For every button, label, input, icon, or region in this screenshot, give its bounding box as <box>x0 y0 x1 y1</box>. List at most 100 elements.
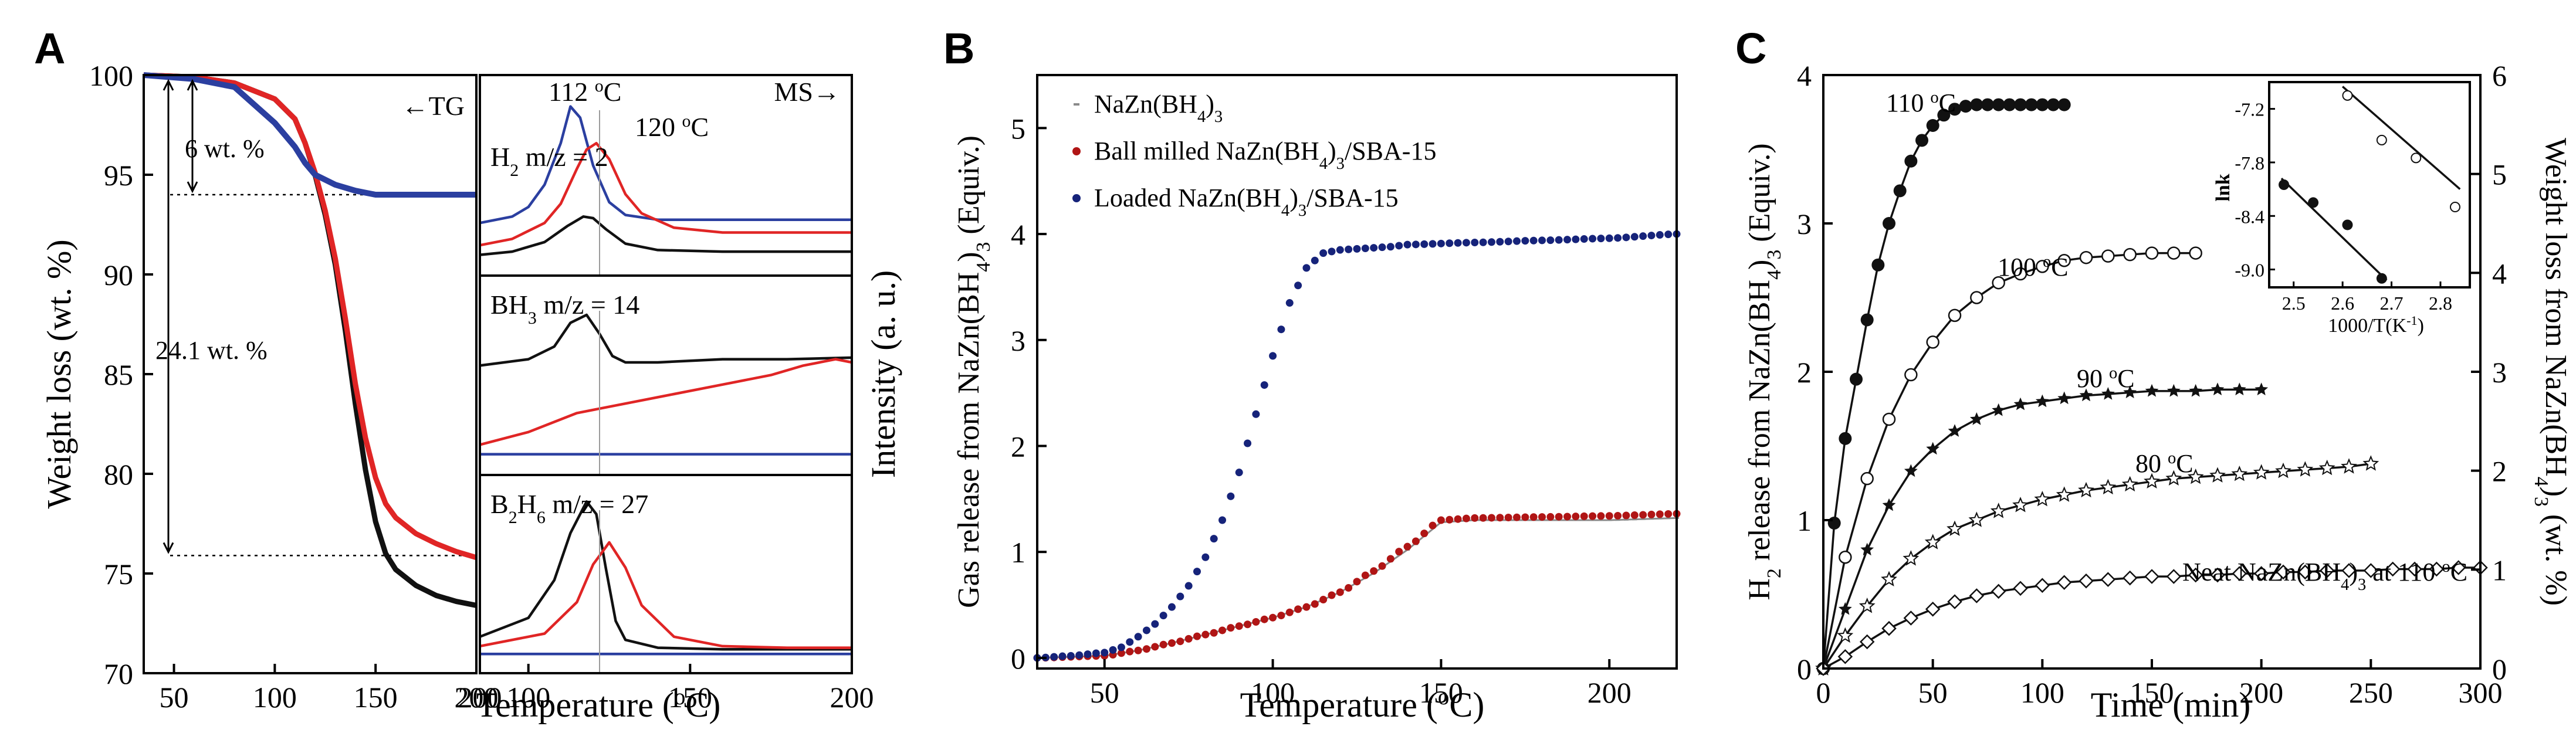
b-point <box>1319 596 1328 604</box>
b-point <box>1471 239 1479 247</box>
c-inset-point <box>2449 202 2460 213</box>
b-point <box>1142 626 1150 634</box>
c-point <box>2145 246 2159 260</box>
ms-label-part: H <box>490 142 510 172</box>
c-point <box>1968 511 1985 527</box>
b-point <box>1269 352 1277 360</box>
b-point <box>1361 244 1369 252</box>
c-point <box>2167 246 2181 260</box>
b-point <box>1538 513 1546 521</box>
b-point <box>1605 512 1613 520</box>
c-point <box>1925 602 1941 617</box>
b-legend-label: NaZn(BH4)3 <box>1094 90 1223 126</box>
c-point <box>2165 470 2182 486</box>
c-point <box>1904 464 1918 477</box>
c-inset-xtick-label: 2.6 <box>2331 293 2354 314</box>
b-legend-label-part: Loaded NaZn(BH <box>1094 184 1281 212</box>
b-point <box>1193 632 1201 640</box>
c-y2label-part: ) <box>2539 487 2572 497</box>
c-point <box>2014 98 2027 111</box>
tg-annotation-small: 6 wt. % <box>185 134 265 163</box>
ms-label-part: 2 <box>510 161 519 180</box>
c-point <box>2100 572 2116 587</box>
c-point <box>2166 569 2182 584</box>
c-point <box>2167 384 2181 397</box>
c-point <box>1837 627 1854 643</box>
b-point <box>1269 613 1277 622</box>
b-point <box>1462 239 1470 247</box>
b-point <box>1159 640 1167 649</box>
b-point <box>1403 542 1411 551</box>
tg-ytick-label: 70 <box>104 657 133 690</box>
tg-arrow-large-head-top <box>163 79 174 91</box>
ms-peak-label-part: 120 <box>635 112 682 142</box>
c-point <box>2056 575 2072 591</box>
c-point <box>2297 564 2313 580</box>
c-point <box>2297 461 2314 477</box>
ms-peak-label-part: C <box>690 112 709 142</box>
b-point <box>1370 567 1378 575</box>
c-curve-label-part: C <box>2450 558 2467 586</box>
b-point <box>1639 232 1647 240</box>
c-point <box>1992 276 2005 290</box>
b-ylabel-part: ) <box>952 252 986 262</box>
tg-xlabel-part: o <box>674 684 686 710</box>
c-point <box>2036 260 2049 273</box>
c-y2label: Weight loss from NaZn(BH4)3 (wt. %) <box>2531 138 2573 606</box>
c-point <box>1903 550 1920 566</box>
c-point <box>1883 217 1895 230</box>
ms-peak-label-part: C <box>604 77 622 107</box>
ms-xtick-label: 200 <box>458 681 502 714</box>
b-point <box>1084 650 1092 659</box>
b-point <box>1411 240 1420 249</box>
c-point <box>2013 397 2027 410</box>
c-curve-label: Neat NaZn(BH4)3 at 110 oC <box>2182 558 2467 594</box>
c-y2tick-label: 2 <box>2492 455 2507 488</box>
c-point <box>1860 542 1874 556</box>
c-curve-label: 90 oC <box>2077 364 2135 393</box>
b-point <box>1487 514 1495 522</box>
b-series-line <box>1037 517 1677 659</box>
c-point <box>1926 335 1939 349</box>
b-point <box>1176 637 1184 646</box>
c-point <box>2003 98 2016 111</box>
tg-xtick-label: 200 <box>455 681 499 714</box>
b-point <box>1336 588 1344 596</box>
c-point <box>1948 424 1962 437</box>
c-inset-frame <box>2268 81 2471 289</box>
b-point <box>1630 233 1639 241</box>
tg-arrow-small-head-top <box>187 79 198 91</box>
c-inset-point <box>2376 134 2387 145</box>
c-curve-label-part: o <box>2043 253 2051 271</box>
c-point <box>2363 563 2379 578</box>
ms-label-part: H <box>517 489 537 519</box>
c-point <box>2101 249 2115 263</box>
b-point <box>1589 512 1597 520</box>
c-ylabel-part: (Equiv.) <box>1743 143 1776 249</box>
c-y2tick-label: 0 <box>2492 653 2507 686</box>
b-point <box>1134 633 1142 641</box>
c-xtick-label: 50 <box>1918 676 1948 709</box>
b-point <box>1210 629 1218 637</box>
b-point <box>1546 513 1555 521</box>
b-point <box>1218 516 1227 524</box>
b-point <box>1277 325 1285 334</box>
b-ylabel-part: 3 <box>973 242 994 252</box>
c-point <box>2341 563 2357 578</box>
c-point <box>2123 385 2137 399</box>
ms-label-part: m/z = 14 <box>537 290 639 320</box>
c-point <box>2025 98 2038 111</box>
b-xtick-label: 100 <box>1251 676 1295 709</box>
c-curve-label-part: C <box>1939 89 1956 117</box>
b-legend-label-part: 3 <box>1214 108 1223 126</box>
c-point <box>1860 313 1874 327</box>
b-point <box>1622 511 1630 520</box>
c-y2label-part: 3 <box>2531 497 2553 507</box>
b-point <box>1151 620 1159 628</box>
b-point <box>1429 240 1437 248</box>
b-point <box>1134 646 1142 654</box>
b-point <box>1521 237 1529 245</box>
c-ylabel-part: 4 <box>1763 270 1785 280</box>
c-point <box>2013 581 2028 596</box>
b-legend-label-part: Ball milled NaZn(BH <box>1094 137 1319 165</box>
